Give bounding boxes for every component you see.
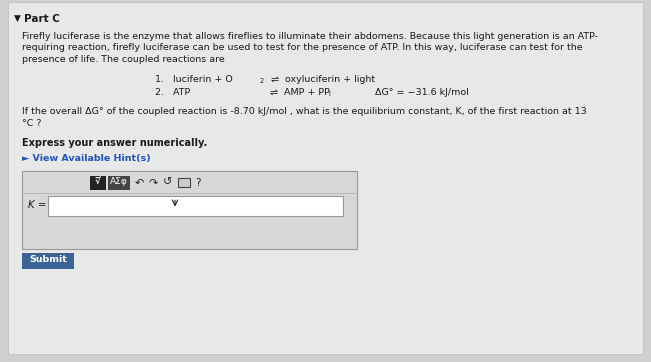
Text: Express your answer numerically.: Express your answer numerically.: [22, 138, 207, 147]
Text: ▼: ▼: [14, 14, 21, 23]
Text: 1.   luciferin + O: 1. luciferin + O: [155, 76, 233, 84]
Text: i: i: [328, 90, 330, 97]
Text: Firefly luciferase is the enzyme that allows fireflies to illuminate their abdom: Firefly luciferase is the enzyme that al…: [22, 32, 598, 41]
Text: Part C: Part C: [24, 14, 60, 24]
Bar: [108, 176, 130, 189]
Bar: [90, 176, 106, 189]
Text: 2: 2: [260, 78, 264, 84]
Text: Submit: Submit: [29, 256, 67, 265]
Text: K =: K =: [28, 199, 46, 210]
Text: ⇌  oxyluciferin + light: ⇌ oxyluciferin + light: [265, 76, 375, 84]
Text: ?: ?: [195, 177, 201, 188]
Text: ⇌  AMP + PP: ⇌ AMP + PP: [270, 88, 330, 97]
Text: ↺: ↺: [163, 177, 173, 188]
Text: 2.   ATP: 2. ATP: [155, 88, 190, 97]
Text: ΑΣφ: ΑΣφ: [110, 177, 128, 186]
Bar: [48, 195, 343, 215]
Text: ↷: ↷: [149, 177, 158, 188]
Text: If the overall ΔG° of the coupled reaction is -8.70 kJ/mol , what is the equilib: If the overall ΔG° of the coupled reacti…: [22, 108, 587, 117]
Bar: [178, 177, 190, 186]
Bar: [22, 171, 357, 248]
Text: ↶: ↶: [135, 177, 145, 188]
Bar: [22, 253, 74, 269]
Text: ► View Available Hint(s): ► View Available Hint(s): [22, 154, 151, 163]
Text: √̅: √̅: [95, 177, 101, 186]
Text: presence of life. The coupled reactions are: presence of life. The coupled reactions …: [22, 55, 225, 64]
Text: requiring reaction, firefly luciferase can be used to test for the presence of A: requiring reaction, firefly luciferase c…: [22, 43, 583, 52]
Text: °C ?: °C ?: [22, 119, 42, 128]
Text: ΔG° = −31.6 kJ/mol: ΔG° = −31.6 kJ/mol: [375, 88, 469, 97]
